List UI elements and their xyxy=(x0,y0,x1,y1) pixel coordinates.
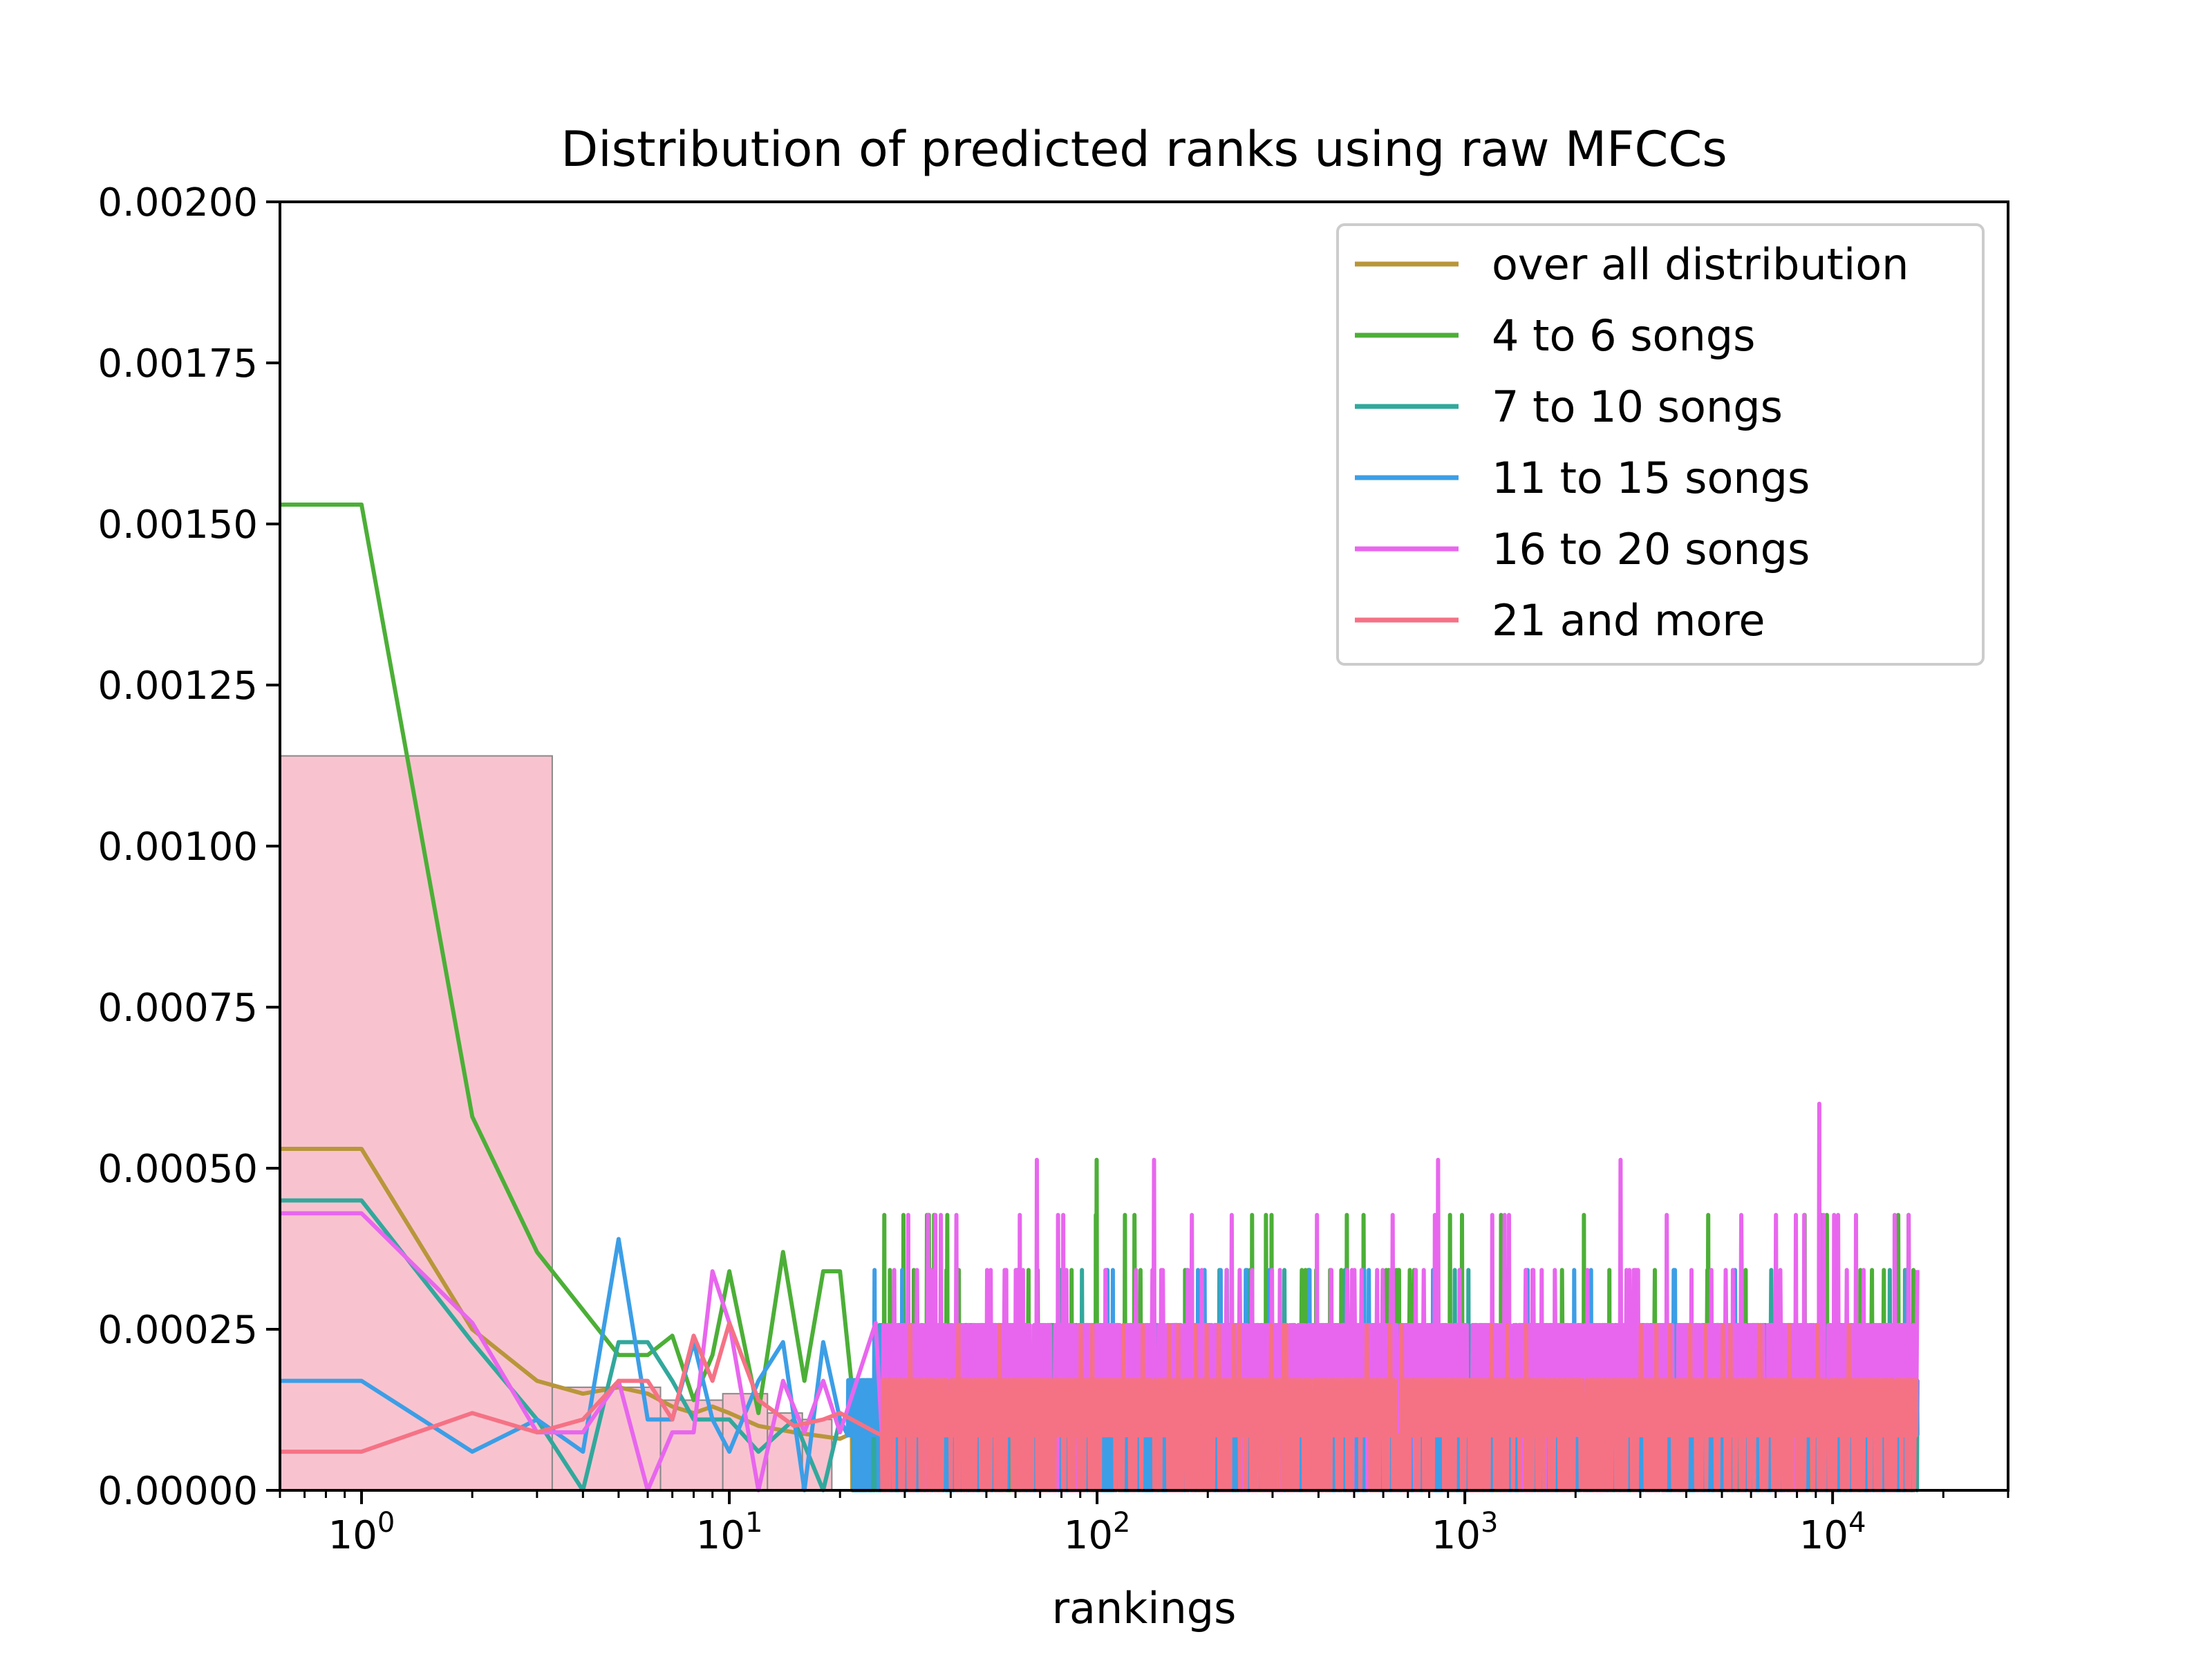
legend-label: 11 to 15 songs xyxy=(1492,453,1810,503)
x-tick-label: 102 xyxy=(1064,1507,1131,1558)
y-tick-label: 0.00025 xyxy=(97,1308,258,1353)
legend-label: 7 to 10 songs xyxy=(1492,382,1783,432)
y-tick-label: 0.00125 xyxy=(97,664,258,709)
y-tick-label: 0.00050 xyxy=(97,1147,258,1192)
histogram-bar xyxy=(279,755,553,1491)
legend-label: 21 and more xyxy=(1492,595,1765,646)
legend: over all distribution 4 to 6 songs 7 to 10… xyxy=(1336,223,1985,666)
series-line-6 xyxy=(280,1320,1920,1492)
x-axis: 100 101 102 103 104 xyxy=(279,1490,2009,1558)
x-axis-title: rankings xyxy=(1052,1583,1237,1633)
y-tick-label: 0.00175 xyxy=(97,341,258,386)
x-tick-label: 103 xyxy=(1432,1507,1499,1558)
x-tick-label: 104 xyxy=(1799,1507,1866,1558)
y-tick-label: 0.00075 xyxy=(97,986,258,1031)
legend-label: 4 to 6 songs xyxy=(1492,310,1755,361)
chart-title: Distribution of predicted ranks using ra… xyxy=(561,121,1727,178)
y-axis: 0.00000 0.00025 0.00050 0.00075 0.00100 0.001… xyxy=(97,180,280,1514)
x-tick-label: 100 xyxy=(328,1507,395,1558)
y-tick-label: 0.00100 xyxy=(97,825,258,870)
legend-box xyxy=(1336,223,1985,666)
x-tick-label: 101 xyxy=(696,1507,763,1558)
series-layer xyxy=(280,503,1920,1492)
y-tick-label: 0.00200 xyxy=(97,180,258,225)
y-tick-label: 0.00150 xyxy=(97,503,258,547)
y-tick-label: 0.00000 xyxy=(97,1469,258,1514)
legend-label: over all distribution xyxy=(1492,239,1909,290)
legend-label: 16 to 20 songs xyxy=(1492,524,1810,574)
